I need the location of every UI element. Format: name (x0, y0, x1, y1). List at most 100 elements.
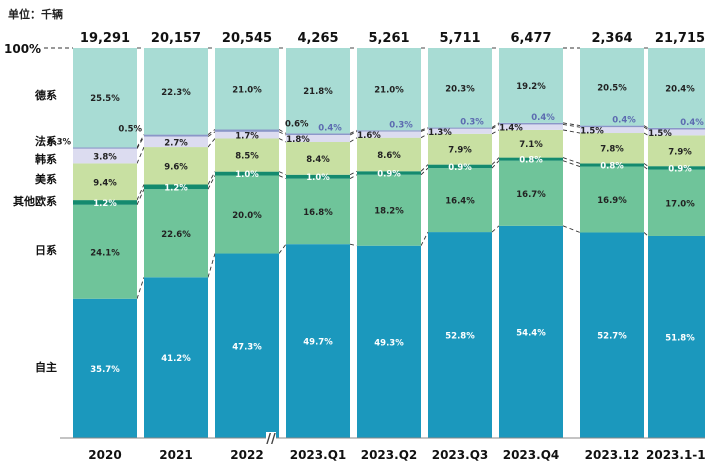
total-label: 20,157 (151, 31, 201, 46)
value-label: 16.8% (303, 208, 333, 218)
bar-segment-1 (357, 245, 421, 438)
value-label: 0.3% (389, 120, 413, 130)
bar-segment-3 (499, 157, 563, 161)
category-label: 2023.Q2 (361, 448, 418, 462)
bar-segment-1 (580, 232, 644, 438)
connector-line (420, 167, 429, 176)
bar-segment-5 (144, 136, 208, 148)
bar-segment-4 (215, 138, 279, 172)
category-label: 2022 (230, 448, 263, 462)
value-label: 1.8% (286, 135, 310, 145)
connector-line (491, 225, 500, 233)
bar-segment-7 (357, 48, 421, 131)
bar-segment-6 (357, 130, 421, 132)
y-top-label: 100% (4, 42, 41, 56)
series-name-label: 德系 (34, 88, 57, 102)
connector-line (278, 129, 287, 134)
value-label: 7.9% (448, 146, 472, 156)
bar-segment-2 (428, 168, 492, 233)
value-label: 0.8% (519, 156, 543, 166)
bar-segment-3 (648, 166, 705, 170)
bar-segment-4 (499, 129, 563, 158)
bar-segment-3 (144, 184, 208, 190)
value-label: 0.4% (531, 113, 555, 123)
bar-segment-1 (499, 225, 563, 438)
bar-segment-4 (73, 163, 137, 201)
value-label: 35.7% (90, 365, 120, 375)
bar-segment-3 (357, 171, 421, 175)
value-label: 0.5% (118, 125, 142, 135)
bar-segment-3 (428, 164, 492, 169)
bar-segment-4 (357, 137, 421, 172)
value-label: 16.9% (597, 196, 627, 206)
total-label: 2,364 (591, 31, 632, 46)
value-label: 0.9% (668, 164, 692, 174)
connector-line (278, 131, 287, 136)
connector-line (562, 160, 581, 167)
value-label: 41.2% (161, 354, 191, 364)
bar-segment-6 (428, 127, 492, 129)
connector-line (491, 157, 500, 165)
value-label: 1.0% (306, 173, 330, 183)
value-label: 9.6% (164, 162, 188, 172)
connector-line (349, 137, 358, 143)
bar-segment-1 (215, 253, 279, 438)
bar-segment-2 (499, 160, 563, 226)
value-label: 22.3% (161, 88, 191, 98)
connector-line (136, 188, 145, 205)
connector-line (136, 146, 145, 164)
bar-segment-4 (580, 133, 644, 164)
bar-segment-5 (428, 128, 492, 134)
total-label: 21,715 (655, 31, 705, 46)
bars (73, 48, 705, 438)
bar-segment-2 (215, 175, 279, 254)
axis-break-mark: // (266, 432, 276, 447)
total-label: 5,261 (368, 31, 409, 46)
bar-segment-1 (648, 235, 705, 438)
connector-line (420, 231, 429, 246)
bar-segment-1 (144, 277, 208, 438)
bar-segment-3 (580, 163, 644, 167)
value-label: 1.6% (357, 131, 381, 141)
value-label: 1.2% (164, 183, 188, 193)
value-label: 7.9% (668, 147, 692, 157)
connector-line (643, 132, 649, 136)
bar-segment-3 (286, 174, 350, 179)
bar-segment-1 (73, 298, 137, 438)
bar-segment-1 (286, 244, 350, 438)
connector-line (349, 170, 358, 176)
connector-line (420, 128, 429, 132)
connector-line (643, 126, 649, 130)
value-label: 25.5% (90, 94, 120, 104)
bar-segment-4 (144, 147, 208, 185)
bar-segment-2 (286, 178, 350, 245)
total-label: 19,291 (80, 31, 130, 46)
value-label: 17.0% (665, 199, 695, 209)
value-label: 52.7% (597, 332, 627, 342)
value-label: 21.8% (303, 87, 333, 97)
value-label: 0.4% (318, 123, 342, 133)
value-label: 1.3% (428, 128, 452, 138)
bar-segment-7 (428, 48, 492, 128)
axis-break-gap (266, 432, 276, 444)
connector-line (420, 133, 429, 139)
bar-segment-7 (286, 48, 350, 134)
category-label: 2023.12 (585, 448, 640, 462)
value-label: 16.4% (445, 197, 475, 207)
connector-line (349, 131, 358, 136)
connector-line (278, 175, 287, 180)
connector-line (207, 129, 216, 135)
bar-segment-6 (580, 125, 644, 128)
total-label: 5,711 (439, 31, 480, 46)
series-name-label: 美系 (35, 172, 57, 186)
value-label: 18.2% (374, 207, 404, 217)
bar-segment-7 (144, 48, 208, 135)
series-name-label: 自主 (35, 360, 57, 374)
connector-line (207, 171, 216, 185)
connector-line (562, 225, 581, 233)
connector-line (491, 122, 500, 128)
value-label: 9.4% (93, 178, 117, 188)
bar-segment-2 (580, 166, 644, 233)
value-label: 3.8% (93, 153, 117, 163)
value-label: 16.7% (516, 190, 546, 200)
